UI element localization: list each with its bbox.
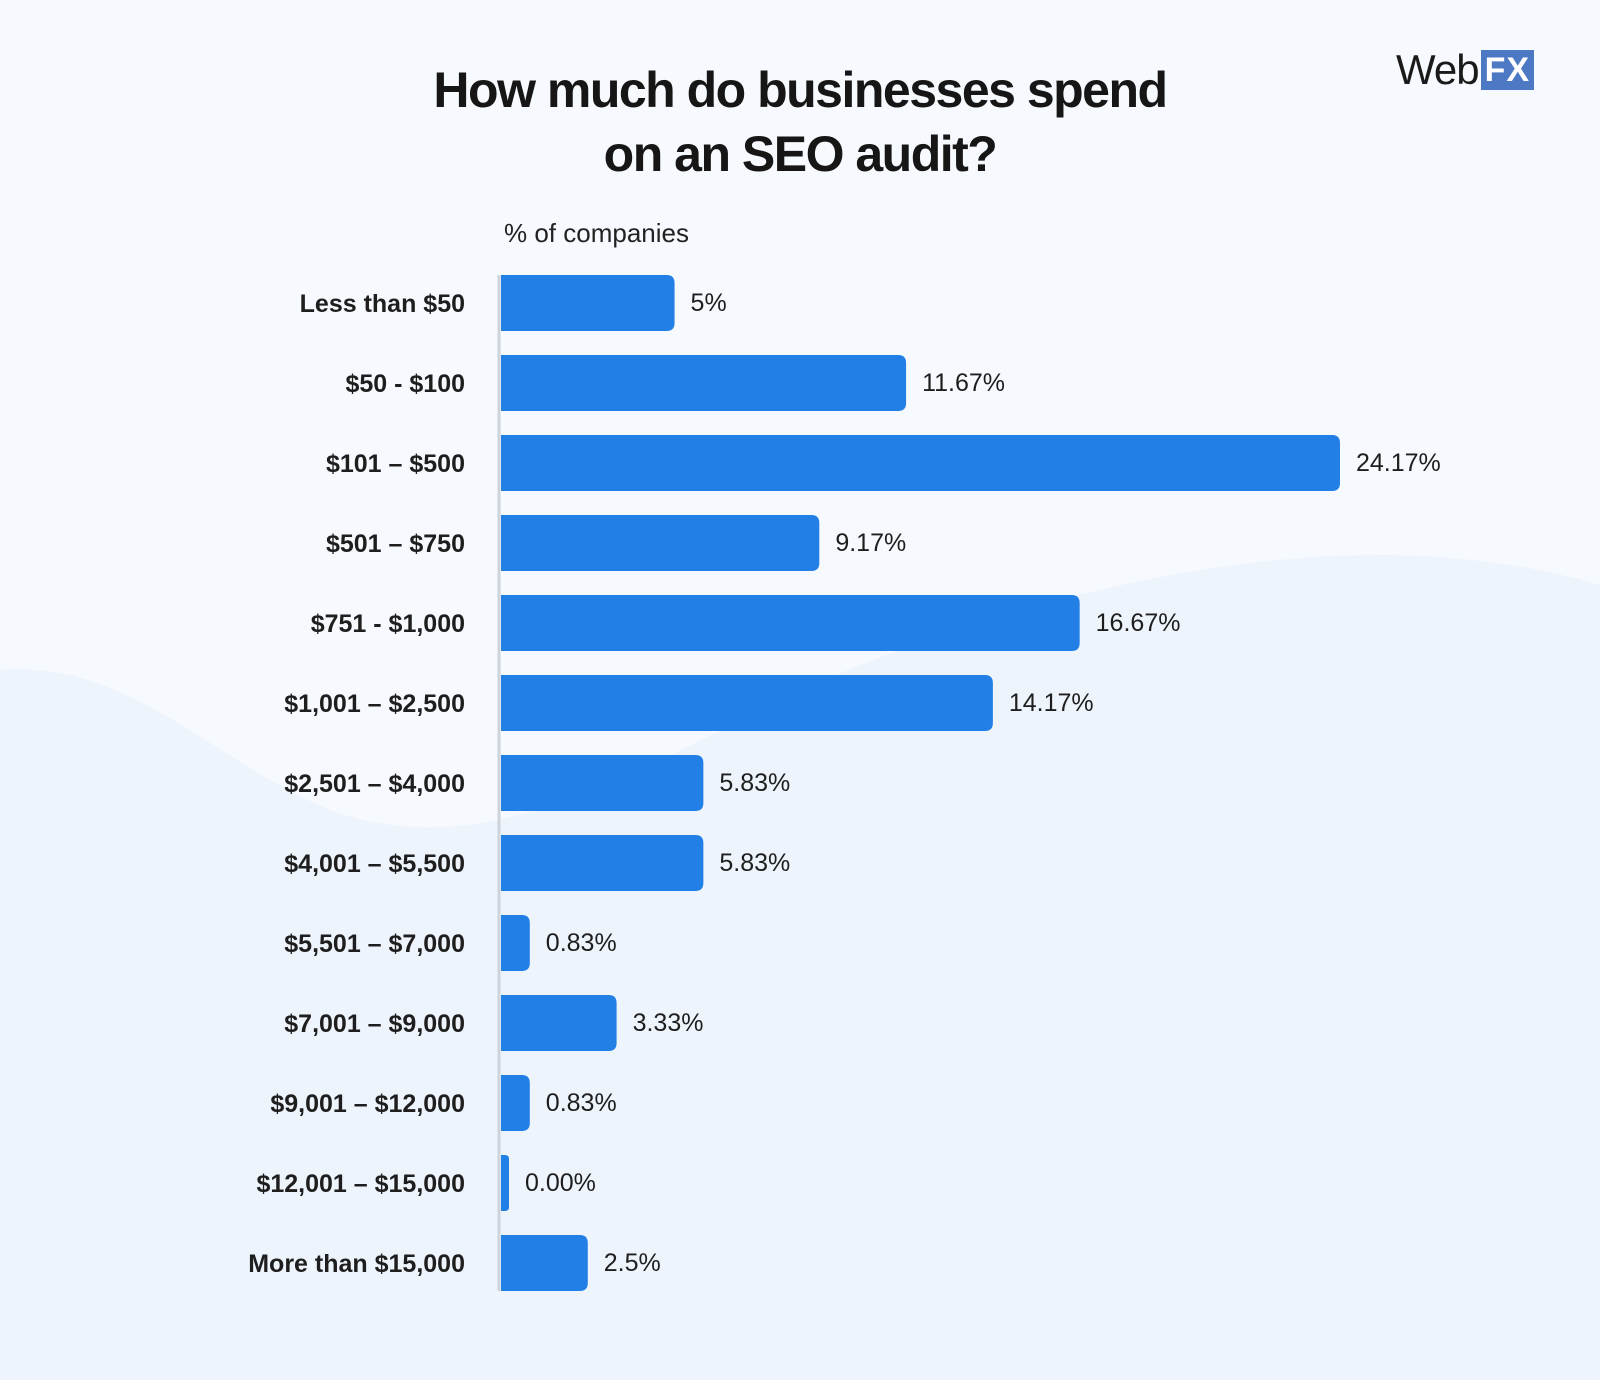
value-label-less-than-50: 5%	[691, 289, 727, 317]
value-label-5-501-7-000: 0.83%	[546, 929, 617, 957]
category-label-5-501-7-000: $5,501 – $7,000	[284, 930, 465, 958]
category-label-501-750: $501 – $750	[326, 530, 465, 558]
bar-less-than-50	[501, 275, 675, 331]
chart-title: How much do businesses spend on an SEO a…	[300, 58, 1300, 186]
category-label-1-001-2-500: $1,001 – $2,500	[284, 690, 465, 718]
webfx-logo: Web FX	[1396, 46, 1535, 93]
bar-501-750	[501, 515, 820, 571]
value-label-751-1-000: 16.67%	[1096, 609, 1181, 637]
category-label-less-than-50: Less than $50	[300, 290, 465, 318]
category-label-751-1-000: $751 - $1,000	[311, 610, 465, 638]
bar-12-001-15-000	[501, 1155, 509, 1211]
chart-title-line-1: How much do businesses spend	[433, 62, 1168, 118]
bar-5-501-7-000	[501, 915, 530, 971]
bar-7-001-9-000	[501, 995, 617, 1051]
bar-1-001-2-500	[501, 675, 993, 731]
x-axis-label: % of companies	[504, 218, 689, 248]
chart-title-line-2: on an SEO audit?	[603, 126, 998, 182]
value-label-9-001-12-000: 0.83%	[546, 1089, 617, 1117]
value-label-1-001-2-500: 14.17%	[1009, 689, 1094, 717]
value-label-4-001-5-500: 5.83%	[719, 849, 790, 877]
category-label-2-501-4-000: $2,501 – $4,000	[284, 770, 465, 798]
bar-9-001-12-000	[501, 1075, 530, 1131]
category-label-9-001-12-000: $9,001 – $12,000	[270, 1090, 465, 1118]
logo-word: Web	[1396, 46, 1480, 93]
value-label-12-001-15-000: 0.00%	[525, 1169, 596, 1197]
value-label-2-501-4-000: 5.83%	[719, 769, 790, 797]
bar-4-001-5-500	[501, 835, 704, 891]
category-label-4-001-5-500: $4,001 – $5,500	[284, 850, 465, 878]
category-label-more-than-15-000: More than $15,000	[248, 1250, 465, 1278]
logo-mark: FX	[1480, 50, 1535, 90]
value-label-101-500: 24.17%	[1356, 449, 1441, 477]
bar-101-500	[501, 435, 1340, 491]
bar-2-501-4-000	[501, 755, 704, 811]
category-label-50-100: $50 - $100	[345, 370, 465, 398]
category-label-101-500: $101 – $500	[326, 450, 465, 478]
category-label-12-001-15-000: $12,001 – $15,000	[256, 1170, 465, 1198]
bar-751-1-000	[501, 595, 1080, 651]
value-label-501-750: 9.17%	[835, 529, 906, 557]
value-label-7-001-9-000: 3.33%	[633, 1009, 704, 1037]
bar-more-than-15-000	[501, 1235, 588, 1291]
value-label-50-100: 11.67%	[922, 369, 1005, 397]
category-label-7-001-9-000: $7,001 – $9,000	[284, 1010, 465, 1038]
value-label-more-than-15-000: 2.5%	[604, 1249, 661, 1277]
bar-50-100	[501, 355, 907, 411]
